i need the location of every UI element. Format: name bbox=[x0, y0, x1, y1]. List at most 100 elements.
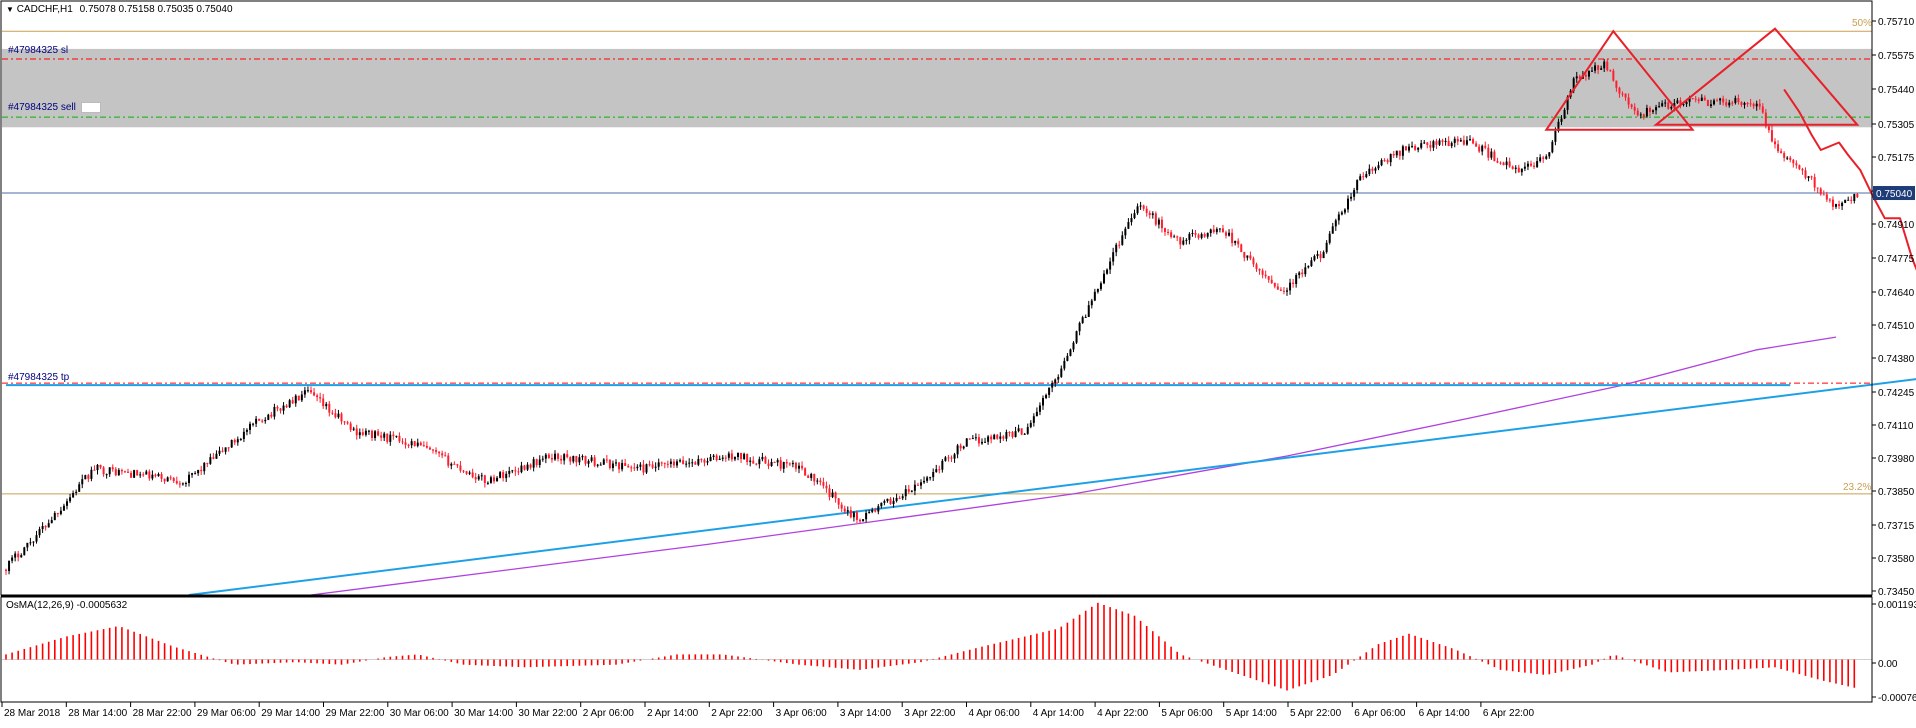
candle-body bbox=[1673, 103, 1676, 107]
candle-body bbox=[264, 419, 267, 422]
candle bbox=[1615, 80, 1618, 92]
candle bbox=[862, 519, 865, 522]
candle bbox=[517, 467, 520, 476]
candle-body bbox=[1151, 213, 1154, 216]
candle bbox=[1362, 172, 1365, 181]
candle bbox=[1591, 66, 1593, 73]
candle bbox=[621, 459, 624, 472]
candle-body bbox=[621, 463, 624, 470]
candle bbox=[779, 456, 782, 472]
candle bbox=[523, 464, 526, 471]
candle bbox=[1853, 193, 1856, 204]
candle bbox=[1511, 165, 1514, 170]
candle bbox=[895, 493, 898, 503]
candle bbox=[480, 472, 483, 481]
current-price-text: 0.75040 bbox=[1876, 189, 1913, 200]
candle-body bbox=[444, 455, 447, 457]
candle-body bbox=[645, 464, 648, 473]
candle-body bbox=[822, 482, 825, 486]
candle-body bbox=[1469, 139, 1471, 141]
candle bbox=[874, 507, 877, 513]
candle bbox=[1749, 98, 1752, 107]
candle-body bbox=[1389, 153, 1392, 163]
chevron-down-icon[interactable]: ▼ bbox=[6, 5, 14, 14]
candle-body bbox=[657, 462, 660, 467]
candle bbox=[682, 456, 685, 465]
candle bbox=[221, 447, 224, 453]
candle-body bbox=[712, 455, 715, 457]
candle-body bbox=[1099, 283, 1102, 289]
candle-body bbox=[508, 470, 511, 474]
candle bbox=[584, 455, 587, 466]
candle-body bbox=[1060, 368, 1063, 377]
candle-body bbox=[1487, 147, 1490, 158]
candle bbox=[1575, 71, 1578, 83]
candle bbox=[1093, 288, 1096, 302]
pattern-triangle-2[interactable] bbox=[1653, 27, 1860, 126]
candle-body bbox=[1429, 144, 1432, 148]
candle bbox=[752, 456, 755, 464]
candle-body bbox=[1029, 422, 1032, 428]
candle-body bbox=[1728, 102, 1731, 106]
candle bbox=[1170, 229, 1173, 239]
candle-body bbox=[1670, 106, 1673, 109]
candle bbox=[913, 480, 916, 496]
candle bbox=[1435, 138, 1438, 149]
candle bbox=[1706, 99, 1709, 107]
order-zone bbox=[2, 48, 1872, 128]
candle-body bbox=[843, 508, 846, 512]
candle bbox=[1780, 148, 1783, 154]
candle-body bbox=[1337, 214, 1340, 221]
candle bbox=[1420, 139, 1423, 150]
candle-body bbox=[1572, 78, 1575, 91]
time-tick-label: 3 Apr 22:00 bbox=[904, 708, 956, 719]
candle bbox=[1316, 250, 1319, 259]
candle bbox=[395, 435, 398, 438]
candle bbox=[44, 525, 47, 531]
candle-body bbox=[1661, 103, 1664, 107]
candle-body bbox=[11, 557, 14, 561]
candle bbox=[1825, 191, 1828, 203]
candle bbox=[660, 461, 663, 467]
candle bbox=[1084, 314, 1087, 318]
candle bbox=[282, 402, 285, 415]
candle-body bbox=[1795, 163, 1798, 166]
candle bbox=[974, 433, 977, 441]
candle bbox=[1752, 102, 1755, 109]
candle-body bbox=[172, 478, 175, 482]
candle bbox=[1807, 176, 1810, 182]
candle-body bbox=[72, 492, 75, 498]
candle bbox=[1725, 98, 1728, 108]
trendline-1[interactable] bbox=[188, 355, 1916, 596]
candle-body bbox=[776, 460, 779, 463]
candle-body bbox=[1450, 143, 1453, 147]
candle bbox=[462, 470, 465, 474]
candle-body bbox=[935, 469, 938, 473]
candle-body bbox=[1386, 160, 1389, 163]
candle bbox=[1347, 195, 1349, 213]
candle-body bbox=[221, 450, 224, 452]
candle-body bbox=[245, 429, 248, 432]
candle bbox=[66, 498, 68, 510]
candle bbox=[227, 447, 230, 452]
candle-body bbox=[1618, 87, 1621, 94]
candle bbox=[1716, 98, 1719, 102]
pattern-triangle-1[interactable] bbox=[1544, 29, 1695, 131]
candle bbox=[1103, 270, 1105, 285]
order-close-box[interactable] bbox=[80, 102, 101, 113]
candle bbox=[178, 480, 181, 488]
candle-body bbox=[1276, 286, 1279, 290]
candle-body bbox=[453, 463, 456, 465]
candle-body bbox=[435, 450, 438, 452]
candle-body bbox=[206, 462, 209, 464]
candle bbox=[267, 413, 270, 421]
projection-path[interactable] bbox=[1783, 88, 1916, 352]
candle bbox=[1731, 100, 1734, 107]
candle-body bbox=[334, 413, 337, 418]
candle-body bbox=[322, 398, 325, 407]
candle-body bbox=[624, 463, 627, 466]
candle-body bbox=[907, 489, 910, 492]
candle bbox=[999, 432, 1002, 444]
